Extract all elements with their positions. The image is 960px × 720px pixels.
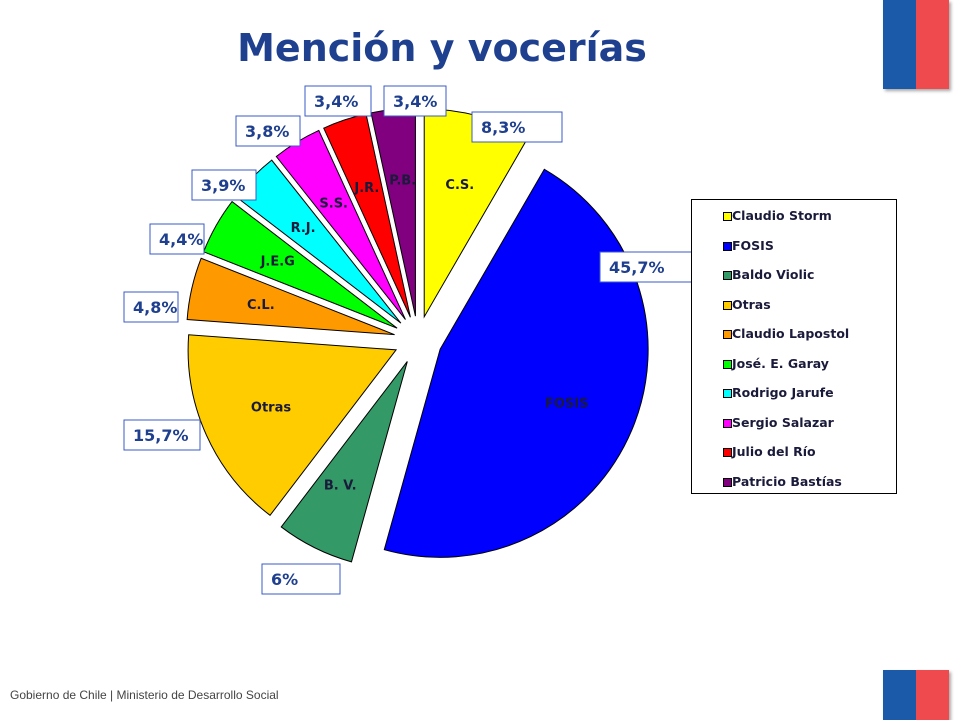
legend-label-1: FOSIS: [732, 237, 774, 253]
page-title: Mención y vocerías: [237, 26, 647, 70]
slice-label-6: R.J.: [291, 221, 316, 236]
legend-item-5: José. E. Garay: [723, 355, 829, 371]
legend-item-1: FOSIS: [723, 237, 774, 253]
legend-label-6: Rodrigo Jarufe: [732, 385, 834, 400]
legend-swatch-9: [723, 477, 732, 487]
legend-label-7: Sergio Salazar: [732, 414, 834, 430]
legend-item-8: Julio del Río: [723, 444, 816, 459]
slice-label-3: Otras: [251, 400, 291, 415]
slice-label-5: J.E.G: [260, 255, 295, 270]
svg-text:3,9%: 3,9%: [201, 176, 245, 195]
svg-text:45,7%: 45,7%: [609, 258, 665, 277]
svg-text:15,7%: 15,7%: [133, 426, 189, 445]
pct-label-6: 3,9%: [191, 169, 257, 201]
pie-slice-2: [280, 361, 408, 563]
slice-label-4: C.L.: [247, 298, 275, 313]
pct-label-4: 4,8%: [123, 291, 179, 323]
chart-legend: Claudio Storm FOSIS Baldo Violic Otras Claud…: [691, 199, 897, 494]
slice-label-1: FOSIS: [545, 397, 589, 412]
legend-swatch-4: [723, 330, 732, 339]
legend-item-4: Claudio Lapostol: [723, 326, 850, 341]
pct-label-9: 3,4%: [383, 85, 447, 117]
legend-swatch-3: [723, 300, 732, 310]
slice-label-2: B. V.: [324, 478, 357, 493]
slice-label-7: S.S.: [319, 197, 348, 212]
legend-swatch-5: [723, 359, 732, 369]
footer-text: Gobierno de Chile | Ministerio de Desarr…: [10, 688, 279, 702]
slice-label-0: C.S.: [445, 178, 474, 193]
legend-swatch-2: [723, 271, 732, 280]
legend-item-6: Rodrigo Jarufe: [723, 385, 834, 400]
legend-item-2: Baldo Violic: [723, 267, 815, 282]
slice-label-9: P.B.: [389, 174, 416, 189]
legend-label-2: Baldo Violic: [732, 267, 815, 282]
svg-text:4,4%: 4,4%: [159, 230, 203, 249]
chile-flag-logo-bottom: [883, 670, 949, 720]
pct-label-8: 3,4%: [304, 85, 372, 117]
pct-label-3: 15,7%: [123, 419, 201, 451]
legend-label-3: Otras: [732, 296, 771, 312]
legend-item-7: Sergio Salazar: [723, 414, 834, 430]
svg-text:3,4%: 3,4%: [393, 92, 437, 111]
legend-label-9: Patricio Bastías: [732, 473, 842, 489]
legend-swatch-8: [723, 448, 732, 457]
legend-label-0: Claudio Storm: [732, 208, 832, 223]
pct-label-7: 3,8%: [235, 115, 301, 147]
legend-item-9: Patricio Bastías: [723, 473, 842, 489]
pct-label-0: 8,3%: [471, 111, 563, 143]
legend-label-5: José. E. Garay: [732, 355, 829, 371]
svg-text:6%: 6%: [271, 570, 298, 589]
legend-swatch-6: [723, 389, 732, 398]
legend-label-8: Julio del Río: [732, 444, 816, 459]
legend-item-0: Claudio Storm: [723, 208, 832, 223]
svg-text:8,3%: 8,3%: [481, 118, 525, 137]
svg-text:3,4%: 3,4%: [314, 92, 358, 111]
legend-swatch-1: [723, 241, 732, 251]
svg-text:4,8%: 4,8%: [133, 298, 177, 317]
pie-slice-1: [383, 168, 649, 558]
pct-label-5: 4,4%: [149, 223, 205, 255]
legend-swatch-7: [723, 418, 732, 428]
legend-label-4: Claudio Lapostol: [732, 326, 850, 341]
svg-text:3,8%: 3,8%: [245, 122, 289, 141]
legend-item-3: Otras: [723, 296, 771, 312]
chile-flag-logo-top: [883, 0, 949, 89]
slice-label-8: J.R.: [353, 181, 379, 196]
pie-slice-3: [187, 334, 398, 517]
pie-slice-4: [186, 257, 395, 336]
pct-label-2: 6%: [261, 563, 341, 595]
legend-swatch-0: [723, 212, 732, 221]
pct-label-1: 45,7%: [599, 251, 693, 283]
